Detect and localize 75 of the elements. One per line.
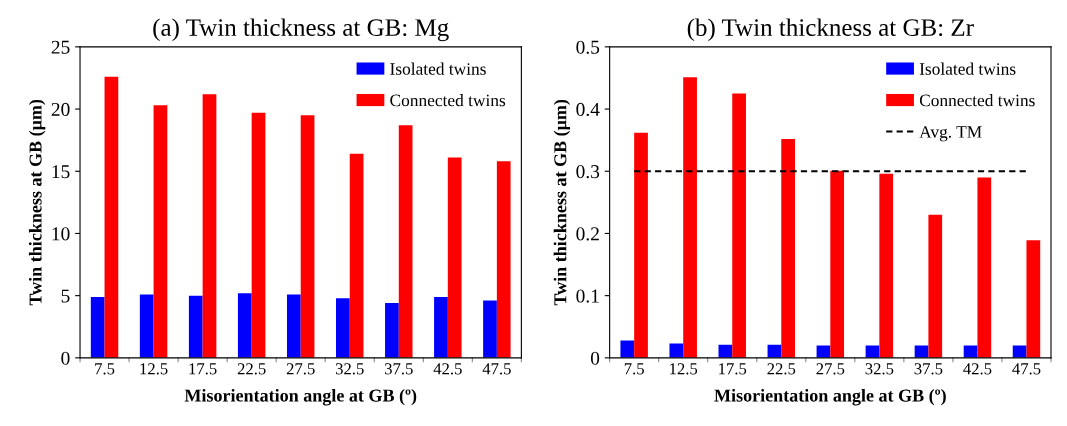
bar <box>153 105 168 358</box>
x-tick-label: 7.5 <box>624 363 644 375</box>
bar <box>816 345 831 358</box>
x-axis-title: Misorientation angle at GB (º) <box>184 388 417 406</box>
bar <box>434 296 448 358</box>
y-axis-title: Twin thickness at GB (μm) <box>28 99 46 306</box>
x-tick-label: 32.5 <box>335 363 364 375</box>
bar <box>669 343 684 358</box>
legend-label: Connected twins <box>390 94 506 107</box>
bar <box>963 345 978 358</box>
y-tick-label: 15 <box>52 165 70 179</box>
y-tick-label: 0.3 <box>576 165 600 179</box>
bar <box>620 340 635 358</box>
x-tick-label: 12.5 <box>140 363 168 375</box>
bar <box>634 132 648 358</box>
y-tick-label: 0 <box>590 351 600 365</box>
bar <box>251 112 266 358</box>
x-tick-label: 42.5 <box>963 363 992 375</box>
y-tick-label: 0.4 <box>576 102 600 117</box>
bar <box>914 345 929 358</box>
bar <box>683 77 697 358</box>
x-tick-label: 47.5 <box>482 363 511 375</box>
bar <box>385 303 399 358</box>
x-tick-label: 17.5 <box>719 363 747 375</box>
x-axis-title: Misorientation angle at GB (º) <box>714 388 946 406</box>
chart-title: (b) Twin thickness at GB: Zr <box>687 18 974 42</box>
legend-label: Avg. TM <box>919 126 982 142</box>
bar <box>447 157 462 358</box>
y-tick-label: 10 <box>52 227 70 241</box>
bar <box>104 76 119 358</box>
bar <box>928 214 943 358</box>
bar <box>237 293 252 358</box>
y-tick-label: 0.1 <box>576 289 599 303</box>
bar <box>879 173 894 358</box>
bar <box>1026 240 1041 358</box>
legend-label: Connected twins <box>919 94 1035 107</box>
bar <box>496 161 511 358</box>
y-axis-title: Twin thickness at GB (μm) <box>553 99 571 306</box>
y-tick-label: 25 <box>51 40 70 54</box>
bar <box>483 300 497 358</box>
bar <box>336 298 350 358</box>
chart-title: (a) Twin thickness at GB: Mg <box>153 18 449 42</box>
x-tick-label: 22.5 <box>767 363 796 375</box>
legend-label: Isolated twins <box>919 62 1016 75</box>
y-tick-label: 0.2 <box>576 227 599 241</box>
bar <box>1012 345 1027 358</box>
bar <box>202 94 217 358</box>
bar <box>865 345 880 358</box>
x-tick-label: 37.5 <box>914 363 943 375</box>
bar <box>830 170 845 358</box>
bar <box>90 296 105 358</box>
x-tick-label: 27.5 <box>816 363 845 375</box>
x-tick-label: 37.5 <box>384 363 413 375</box>
y-tick-label: 5 <box>61 289 70 303</box>
x-tick-label: 32.5 <box>865 363 894 375</box>
bar <box>286 294 301 358</box>
bar <box>139 294 154 358</box>
bar <box>781 138 796 358</box>
bar <box>977 177 992 358</box>
bar <box>300 115 315 358</box>
x-tick-label: 7.5 <box>95 363 115 375</box>
x-tick-label: 22.5 <box>237 363 266 375</box>
bar <box>188 295 203 358</box>
x-tick-label: 12.5 <box>670 363 698 375</box>
x-tick-label: 27.5 <box>286 363 315 375</box>
y-tick-label: 0 <box>61 351 70 365</box>
x-tick-label: 17.5 <box>189 363 217 375</box>
y-tick-label: 20 <box>51 102 70 116</box>
bar <box>398 125 413 358</box>
y-tick-label: 0.5 <box>576 40 600 54</box>
bar <box>349 153 364 358</box>
legend-label: Isolated twins <box>390 62 486 75</box>
bar <box>732 93 746 358</box>
x-tick-label: 47.5 <box>1012 363 1041 375</box>
x-tick-label: 42.5 <box>433 363 462 375</box>
